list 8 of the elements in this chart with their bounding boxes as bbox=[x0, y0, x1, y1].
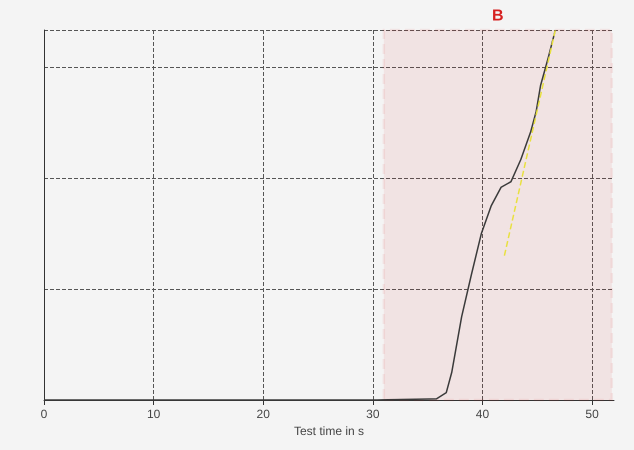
x-tick-label: 40 bbox=[476, 407, 490, 421]
x-tick-label: 0 bbox=[40, 407, 48, 421]
band-label: B bbox=[492, 7, 504, 24]
x-tick-label: 50 bbox=[585, 407, 600, 421]
x-tick-label: 20 bbox=[256, 407, 270, 421]
x-tick-label: 10 bbox=[146, 407, 161, 421]
x-axis-title: Test time in s bbox=[294, 424, 364, 438]
x-tick-label: 30 bbox=[366, 407, 380, 421]
